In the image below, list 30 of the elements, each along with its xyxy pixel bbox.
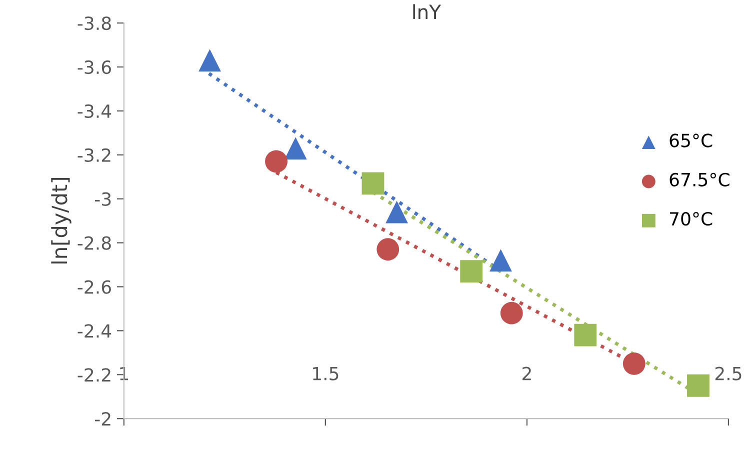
y-tick-label: -2 xyxy=(94,412,110,426)
x-tick-label: 2 xyxy=(522,366,531,380)
point xyxy=(198,49,221,72)
y-tick-label: -3.2 xyxy=(78,148,110,162)
point xyxy=(460,260,483,283)
y-tick-label: -2.2 xyxy=(78,368,110,382)
y-tick-label: -2.8 xyxy=(78,236,111,250)
chart-title: lnY xyxy=(413,4,442,19)
point xyxy=(490,249,512,272)
y-tick-label: -2.6 xyxy=(78,280,111,294)
point xyxy=(574,324,597,346)
point xyxy=(362,172,384,195)
y-tick-label: -3.6 xyxy=(78,60,111,74)
y-tick-label: -2.4 xyxy=(78,324,112,338)
y-tick-label: -3 xyxy=(94,192,111,206)
legend-label: 67.5°C xyxy=(670,172,730,186)
legend-label: 65°C xyxy=(670,134,712,148)
x-tick-label: 2.5 xyxy=(715,366,742,380)
y-tick-label: -3.8 xyxy=(78,16,111,30)
point xyxy=(500,302,523,324)
point xyxy=(687,374,710,397)
y-axis-title: ln[dy/dt] xyxy=(51,178,72,264)
point xyxy=(622,352,646,375)
y-tick-label: -3.4 xyxy=(78,104,112,118)
point xyxy=(386,200,408,224)
point xyxy=(265,150,288,173)
point xyxy=(376,238,400,261)
legend-label: 70°C xyxy=(670,212,712,226)
x-tick-label: 1.5 xyxy=(313,366,338,380)
point xyxy=(284,137,307,160)
